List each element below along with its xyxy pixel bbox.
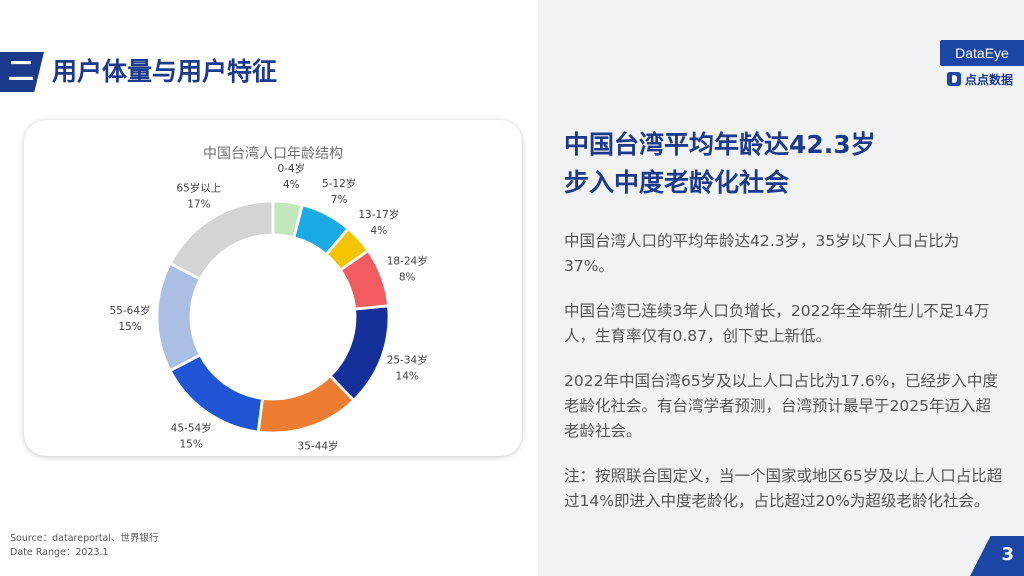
right-panel	[538, 0, 1024, 576]
date-range-text: Date Range：2023.1	[10, 547, 109, 558]
slice-label-5: 35-44岁14%	[298, 440, 339, 456]
paragraph-aging-society: 2022年中国台湾65岁及以上人口占比为17.6%，已经步入中度老龄化社会。有台…	[564, 372, 998, 440]
brand-name: DataEye	[940, 40, 1024, 66]
slice-6	[168, 353, 265, 434]
section-title: 用户体量与用户特征	[52, 57, 278, 86]
slice-5	[256, 373, 356, 435]
slice-8	[168, 199, 275, 281]
brand-logo: DataEye 点点数据	[940, 40, 1024, 92]
slice-label-6: 45-54岁 15%	[171, 421, 212, 450]
chart-card: 中国台湾人口年龄结构 0-4岁 4% 5-12岁 7% 13-17岁 4% 18-24岁 8%…	[24, 120, 522, 456]
source-note: Source：datareportal、世界银行 Date Range：2023…	[10, 532, 159, 560]
brand-mark-icon	[947, 72, 961, 86]
brand-sub: 点点数据	[940, 66, 1024, 92]
paragraph-population-decline: 中国台湾已连续3年人口负增长，2022年全年新生儿不足14万人，生育率仅有0.8…	[564, 302, 990, 345]
chart-slices	[155, 199, 391, 435]
paragraph-average-age: 中国台湾人口的平均年龄达42.3岁，35岁以下人口占比为37%。	[564, 232, 960, 275]
headline: 中国台湾平均年龄达42.3岁 步入中度老龄化社会	[564, 126, 984, 202]
section-number: 二	[8, 57, 35, 87]
headline-line-1: 中国台湾平均年龄达42.3岁	[564, 130, 876, 159]
slice-7	[155, 261, 203, 373]
slice-label-7: 55-64岁 15%	[109, 304, 150, 333]
source-text: Source：datareportal、世界银行	[10, 533, 159, 544]
paragraph-un-definition: 注：按照联合国定义，当一个国家或地区65岁及以上人口占比超过14%即进入中度老龄…	[564, 467, 1003, 510]
slice-label-2: 13-17岁 4%	[358, 208, 399, 237]
slice-label-3: 18-24岁 8%	[387, 255, 428, 284]
headline-line-2: 步入中度老龄化社会	[564, 168, 790, 197]
page-number: 3	[1001, 544, 1014, 565]
donut-chart: 中国台湾人口年龄结构 0-4岁 4% 5-12岁 7%13-17岁 4% 18-24岁 8%…	[109, 145, 428, 456]
chart-labels: 0-4岁 4% 5-12岁 7%13-17岁 4% 18-24岁 8% 25-34岁 14% 35…	[109, 162, 428, 456]
slice-label-0: 0-4岁 4%	[277, 162, 305, 191]
brand-name-cn: 点点数据	[965, 72, 1014, 87]
slice-label-1: 5-12岁 7%	[322, 177, 356, 206]
slice-label-4: 25-34岁 14%	[387, 353, 428, 382]
chart-title: 中国台湾人口年龄结构	[203, 145, 343, 162]
slice-label-8: 65岁以上 17%	[176, 182, 221, 211]
